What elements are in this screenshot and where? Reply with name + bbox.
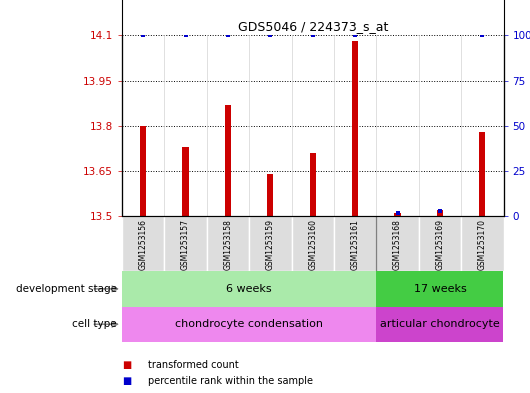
Text: 6 weeks: 6 weeks xyxy=(226,284,272,294)
Text: GSM1253160: GSM1253160 xyxy=(308,219,317,270)
Bar xyxy=(437,210,443,216)
Point xyxy=(393,209,402,216)
Bar xyxy=(292,216,334,271)
Text: GSM1253159: GSM1253159 xyxy=(266,219,275,270)
Bar xyxy=(461,216,504,271)
Text: articular chondrocyte: articular chondrocyte xyxy=(380,319,500,329)
Bar xyxy=(394,213,401,216)
Bar xyxy=(140,126,146,216)
Bar xyxy=(182,147,189,216)
Text: GSM1253158: GSM1253158 xyxy=(224,219,232,270)
Point xyxy=(266,32,275,39)
Bar xyxy=(207,216,249,271)
Point xyxy=(478,32,487,39)
Text: transformed count: transformed count xyxy=(148,360,239,371)
Text: GSM1253161: GSM1253161 xyxy=(351,219,359,270)
Text: ■: ■ xyxy=(122,360,131,371)
Text: ■: ■ xyxy=(122,376,131,386)
Bar xyxy=(225,105,231,216)
Point xyxy=(308,32,317,39)
Bar xyxy=(122,271,376,307)
Bar xyxy=(334,216,376,271)
Text: development stage: development stage xyxy=(15,284,117,294)
Point xyxy=(139,32,147,39)
Text: GSM1253168: GSM1253168 xyxy=(393,219,402,270)
Point xyxy=(224,32,232,39)
Point xyxy=(181,32,190,39)
Bar xyxy=(267,174,273,216)
Bar xyxy=(376,307,503,342)
Text: cell type: cell type xyxy=(72,319,117,329)
Bar xyxy=(376,271,503,307)
Bar xyxy=(122,307,376,342)
Title: GDS5046 / 224373_s_at: GDS5046 / 224373_s_at xyxy=(237,20,388,33)
Bar xyxy=(352,41,358,216)
Bar xyxy=(419,216,461,271)
Text: GSM1253170: GSM1253170 xyxy=(478,219,487,270)
Text: GSM1253156: GSM1253156 xyxy=(139,219,147,270)
Text: 17 weeks: 17 weeks xyxy=(413,284,466,294)
Point xyxy=(436,208,444,214)
Bar xyxy=(479,132,485,216)
Bar xyxy=(122,216,164,271)
Text: GSM1253169: GSM1253169 xyxy=(436,219,444,270)
Bar xyxy=(164,216,207,271)
Bar xyxy=(249,216,292,271)
Bar xyxy=(310,153,316,216)
Text: chondrocyte condensation: chondrocyte condensation xyxy=(175,319,323,329)
Text: GSM1253157: GSM1253157 xyxy=(181,219,190,270)
Bar xyxy=(376,216,419,271)
Point xyxy=(351,32,359,39)
Text: percentile rank within the sample: percentile rank within the sample xyxy=(148,376,313,386)
